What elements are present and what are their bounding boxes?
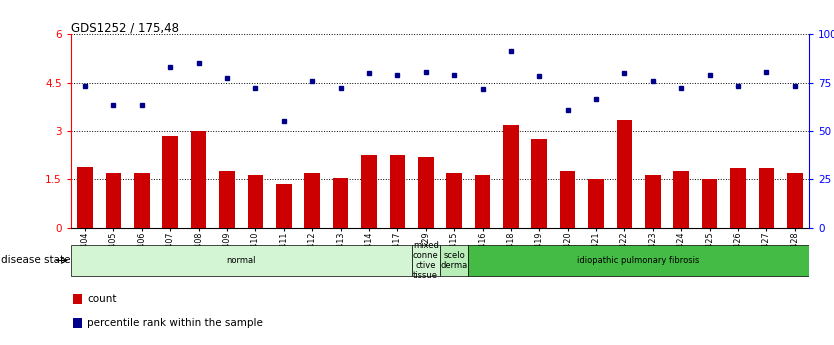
Bar — [673, 171, 689, 228]
Bar — [440, 245, 469, 276]
Bar — [560, 171, 575, 228]
Bar — [73, 294, 82, 304]
Text: GDS1252 / 175,48: GDS1252 / 175,48 — [71, 21, 178, 34]
Bar — [73, 318, 82, 328]
Bar — [361, 155, 377, 228]
Text: scelo
derma: scelo derma — [440, 251, 468, 270]
Bar — [411, 245, 440, 276]
Text: disease state: disease state — [2, 256, 71, 265]
Bar — [389, 155, 405, 228]
Bar — [731, 168, 746, 228]
Bar — [134, 173, 149, 228]
Bar — [645, 175, 661, 228]
Bar — [588, 179, 604, 228]
Bar — [78, 167, 93, 228]
Text: normal: normal — [227, 256, 256, 265]
Bar — [163, 136, 178, 228]
Bar — [531, 139, 547, 228]
Bar — [503, 125, 519, 228]
Bar — [333, 178, 349, 228]
Text: percentile rank within the sample: percentile rank within the sample — [87, 318, 263, 328]
Bar — [759, 168, 774, 228]
Bar — [475, 175, 490, 228]
Bar — [219, 171, 235, 228]
Bar — [248, 175, 264, 228]
Text: count: count — [87, 294, 117, 304]
Bar — [616, 120, 632, 228]
Text: mixed
conne
ctive
tissue: mixed conne ctive tissue — [413, 241, 439, 279]
Bar — [418, 157, 434, 228]
Bar — [469, 245, 809, 276]
Bar — [106, 173, 121, 228]
Bar — [787, 173, 802, 228]
Text: idiopathic pulmonary fibrosis: idiopathic pulmonary fibrosis — [577, 256, 700, 265]
Bar — [191, 131, 207, 228]
Bar — [71, 245, 411, 276]
Bar — [702, 179, 717, 228]
Bar — [276, 184, 292, 228]
Bar — [446, 173, 462, 228]
Bar — [304, 173, 320, 228]
